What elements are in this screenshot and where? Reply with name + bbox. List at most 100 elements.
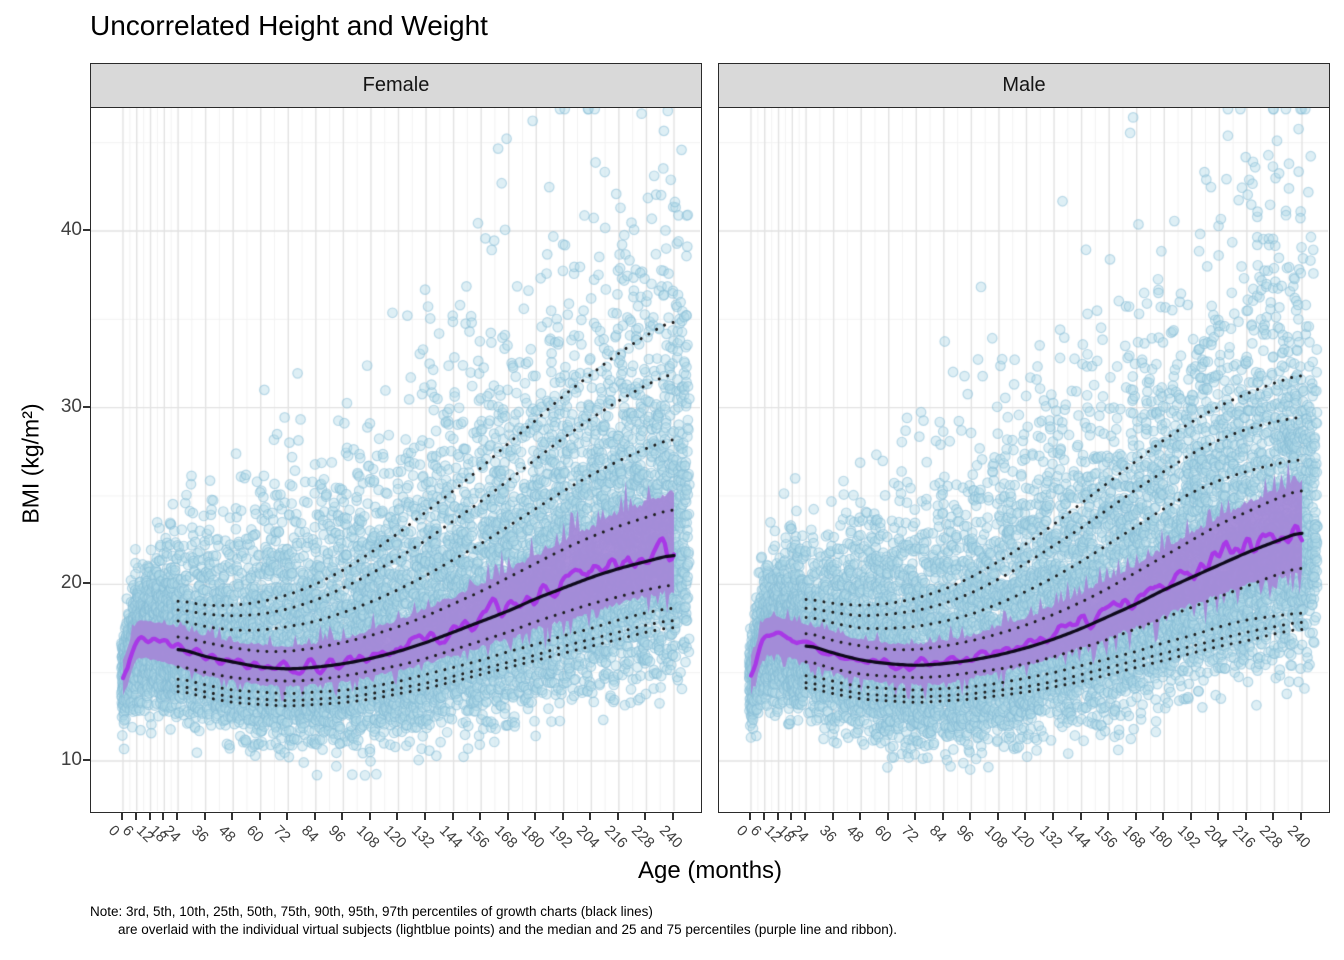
x-axis-tick bbox=[162, 813, 165, 820]
x-tick-label: 24 bbox=[160, 822, 184, 846]
x-axis-tick bbox=[258, 813, 261, 820]
x-tick-label: 204 bbox=[573, 822, 604, 852]
x-axis-tick bbox=[1024, 813, 1027, 820]
x-axis-tick bbox=[121, 813, 123, 820]
x-tick-label: 216 bbox=[600, 822, 631, 852]
x-axis-tick bbox=[424, 813, 427, 820]
x-tick-label: 180 bbox=[518, 822, 548, 852]
y-axis-tick bbox=[83, 582, 90, 585]
x-axis-tick bbox=[1162, 813, 1165, 820]
x-axis-tick bbox=[1299, 813, 1302, 820]
x-axis-tick bbox=[616, 813, 619, 820]
x-tick-label: 204 bbox=[1201, 822, 1232, 852]
x-axis-tick bbox=[479, 813, 482, 820]
note-line-2: are overlaid with the individual virtual… bbox=[118, 922, 897, 937]
panel-male bbox=[718, 107, 1330, 813]
x-axis-tick bbox=[969, 813, 972, 820]
x-axis-tick bbox=[1189, 813, 1192, 820]
x-axis-tick bbox=[762, 813, 765, 820]
x-axis-tick bbox=[134, 813, 137, 820]
x-axis-tick bbox=[644, 813, 647, 820]
x-tick-label: 120 bbox=[380, 822, 411, 852]
note-line-1: Note: 3rd, 5th, 10th, 25th, 50th, 75th, … bbox=[90, 904, 653, 919]
facet-strip-label: Female bbox=[362, 74, 430, 96]
x-tick-label: 156 bbox=[1091, 822, 1121, 852]
x-tick-label: 228 bbox=[628, 822, 659, 852]
x-axis-tick bbox=[886, 813, 889, 820]
x-tick-label: 6 bbox=[118, 822, 137, 840]
x-axis-tick bbox=[561, 813, 564, 820]
y-axis-tick bbox=[83, 759, 90, 761]
x-tick-label: 72 bbox=[270, 822, 295, 846]
y-tick-label: 20 bbox=[60, 572, 82, 594]
x-tick-label: 240 bbox=[655, 822, 686, 852]
x-tick-label: 132 bbox=[408, 822, 438, 852]
x-tick-label: 192 bbox=[545, 822, 576, 852]
x-tick-label: 144 bbox=[1063, 822, 1094, 852]
x-tick-label: 180 bbox=[1146, 822, 1176, 852]
x-axis-tick bbox=[286, 813, 289, 820]
x-axis-tick bbox=[776, 813, 779, 820]
x-tick-label: 156 bbox=[463, 822, 493, 852]
x-tick-label: 132 bbox=[1036, 822, 1066, 852]
x-tick-label: 72 bbox=[898, 822, 923, 846]
x-tick-label: 48 bbox=[843, 822, 867, 846]
x-tick-label: 60 bbox=[242, 822, 267, 846]
x-axis-tick bbox=[203, 813, 206, 820]
x-tick-label: 168 bbox=[490, 822, 521, 852]
x-tick-label: 144 bbox=[435, 822, 466, 852]
female-panel-canvas bbox=[91, 108, 700, 811]
x-axis-tick bbox=[1244, 813, 1247, 820]
x-axis-tick bbox=[859, 813, 862, 820]
x-tick-label: 36 bbox=[187, 822, 212, 846]
x-axis-tick bbox=[313, 813, 316, 820]
panel-female bbox=[90, 107, 702, 813]
x-axis-tick bbox=[451, 813, 454, 820]
x-axis-tick bbox=[1272, 813, 1275, 820]
x-tick-label: 192 bbox=[1173, 822, 1204, 852]
x-axis-tick bbox=[831, 813, 834, 820]
x-axis-tick bbox=[589, 813, 592, 820]
x-axis-tick bbox=[1107, 813, 1110, 820]
y-axis-tick bbox=[83, 228, 90, 231]
caption-note: Note: 3rd, 5th, 10th, 25th, 50th, 75th, … bbox=[90, 903, 897, 939]
x-tick-label: 168 bbox=[1118, 822, 1149, 852]
x-axis-tick bbox=[914, 813, 917, 820]
x-tick-label: 24 bbox=[788, 822, 812, 846]
y-tick-label: 30 bbox=[60, 395, 82, 417]
x-axis-tick bbox=[1079, 813, 1082, 820]
x-tick-label: 120 bbox=[1008, 822, 1039, 852]
facet-strip-female: Female bbox=[90, 63, 702, 107]
x-tick-label: 240 bbox=[1283, 822, 1314, 852]
x-axis-tick bbox=[368, 813, 371, 820]
x-tick-label: 96 bbox=[953, 822, 978, 846]
x-axis-tick bbox=[749, 813, 751, 820]
x-axis-tick bbox=[790, 813, 793, 820]
x-axis-tick bbox=[671, 813, 674, 820]
x-axis-tick bbox=[231, 813, 234, 820]
x-axis-tick bbox=[176, 813, 179, 820]
x-axis-tick bbox=[804, 813, 807, 820]
x-axis-tick bbox=[1052, 813, 1055, 820]
x-tick-label: 84 bbox=[925, 822, 950, 846]
x-tick-label: 84 bbox=[297, 822, 322, 846]
x-axis-tick bbox=[1217, 813, 1220, 820]
facet-strip-label: Male bbox=[1002, 74, 1046, 96]
x-axis-tick bbox=[996, 813, 999, 820]
y-axis-title: BMI (kg/m²) bbox=[17, 403, 44, 524]
male-panel-canvas bbox=[719, 108, 1328, 811]
x-axis-tick bbox=[534, 813, 537, 820]
x-axis-tick bbox=[396, 813, 399, 820]
x-axis-tick bbox=[1134, 813, 1137, 820]
x-axis-tick bbox=[148, 813, 151, 820]
x-tick-label: 6 bbox=[746, 822, 765, 840]
x-tick-label: 36 bbox=[815, 822, 840, 846]
x-tick-label: 108 bbox=[980, 822, 1011, 852]
x-tick-label: 48 bbox=[215, 822, 239, 846]
x-tick-label: 96 bbox=[325, 822, 350, 846]
y-tick-label: 40 bbox=[60, 218, 82, 240]
x-tick-label: 108 bbox=[352, 822, 383, 852]
x-axis-tick bbox=[941, 813, 944, 820]
facet-strip-male: Male bbox=[718, 63, 1330, 107]
